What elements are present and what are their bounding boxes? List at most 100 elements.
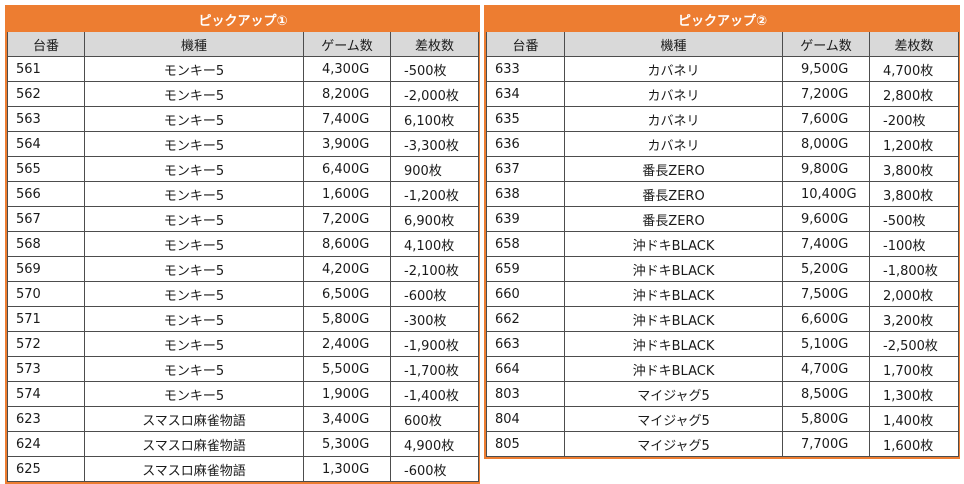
cell-model: 沖ドキBLACK	[564, 356, 783, 382]
table-title: ピックアップ①	[6, 7, 480, 32]
column-header-games: ゲーム数	[782, 31, 870, 57]
table-row: 562 モンキー5 8,200G -2,000枚	[7, 81, 480, 107]
cell-model: モンキー5	[84, 106, 304, 132]
cell-diff: 3,200枚	[868, 306, 960, 332]
cell-model: カバネリ	[564, 106, 783, 132]
table-row: 624 スマスロ麻雀物語 5,300G 4,900枚	[7, 431, 480, 457]
cell-diff: 4,100枚	[389, 231, 480, 257]
table-row: 633 カバネリ 9,500G 4,700枚	[486, 56, 960, 82]
cell-diff: -2,100枚	[389, 256, 480, 282]
cell-diff: -1,400枚	[389, 381, 480, 407]
cell-games: 3,400G	[303, 406, 391, 432]
cell-games: 5,100G	[782, 331, 870, 357]
table-row: 804 マイジャグ5 5,800G 1,400枚	[486, 406, 960, 432]
cell-games: 10,400G	[782, 181, 870, 207]
cell-machine-number: 638	[486, 181, 565, 207]
cell-games: 1,300G	[303, 456, 391, 482]
table-row: 572 モンキー5 2,400G -1,900枚	[7, 331, 480, 357]
cell-model: カバネリ	[564, 56, 783, 82]
table-row: 659 沖ドキBLACK 5,200G -1,800枚	[486, 256, 960, 282]
cell-diff: 1,200枚	[868, 131, 960, 157]
cell-machine-number: 623	[7, 406, 85, 432]
cell-games: 7,200G	[782, 81, 870, 107]
cell-games: 5,800G	[303, 306, 391, 332]
cell-model: スマスロ麻雀物語	[84, 431, 304, 457]
cell-games: 9,800G	[782, 156, 870, 182]
cell-machine-number: 660	[486, 281, 565, 307]
cell-machine-number: 574	[7, 381, 85, 407]
table-row: 634 カバネリ 7,200G 2,800枚	[486, 81, 960, 107]
cell-machine-number: 803	[486, 381, 565, 407]
table-row: 568 モンキー5 8,600G 4,100枚	[7, 231, 480, 257]
cell-machine-number: 664	[486, 356, 565, 382]
table-row: 565 モンキー5 6,400G 900枚	[7, 156, 480, 182]
cell-machine-number: 639	[486, 206, 565, 232]
table-row: 637 番長ZERO 9,800G 3,800枚	[486, 156, 960, 182]
cell-model: マイジャグ5	[564, 431, 783, 457]
cell-machine-number: 805	[486, 431, 565, 457]
cell-machine-number: 637	[486, 156, 565, 182]
cell-model: 沖ドキBLACK	[564, 281, 783, 307]
cell-model: モンキー5	[84, 306, 304, 332]
cell-games: 6,500G	[303, 281, 391, 307]
cell-model: スマスロ麻雀物語	[84, 406, 304, 432]
cell-diff: -1,200枚	[389, 181, 480, 207]
table-row: 623 スマスロ麻雀物語 3,400G 600枚	[7, 406, 480, 432]
cell-games: 2,400G	[303, 331, 391, 357]
cell-diff: 6,900枚	[389, 206, 480, 232]
cell-games: 9,500G	[782, 56, 870, 82]
table-row: 564 モンキー5 3,900G -3,300枚	[7, 131, 480, 157]
cell-games: 5,500G	[303, 356, 391, 382]
table-row: 664 沖ドキBLACK 4,700G 1,700枚	[486, 356, 960, 382]
cell-diff: -1,700枚	[389, 356, 480, 382]
cell-diff: -600枚	[389, 456, 480, 482]
cell-model: 沖ドキBLACK	[564, 231, 783, 257]
cell-games: 7,400G	[782, 231, 870, 257]
cell-machine-number: 634	[486, 81, 565, 107]
cell-games: 3,900G	[303, 131, 391, 157]
cell-model: カバネリ	[564, 131, 783, 157]
cell-machine-number: 572	[7, 331, 85, 357]
cell-games: 5,200G	[782, 256, 870, 282]
cell-diff: -500枚	[868, 206, 960, 232]
cell-diff: 1,400枚	[868, 406, 960, 432]
table-row: 569 モンキー5 4,200G -2,100枚	[7, 256, 480, 282]
table-row: 803 マイジャグ5 8,500G 1,300枚	[486, 381, 960, 407]
cell-games: 8,600G	[303, 231, 391, 257]
cell-diff: -1,800枚	[868, 256, 960, 282]
cell-machine-number: 570	[7, 281, 85, 307]
cell-model: モンキー5	[84, 356, 304, 382]
cell-games: 5,300G	[303, 431, 391, 457]
cell-model: 番長ZERO	[564, 156, 783, 182]
pickup-table-grid: ピックアップ② 台番 機種 ゲーム数 差枚数 633 カバネリ 9,500G 4,70…	[485, 7, 960, 457]
cell-machine-number: 624	[7, 431, 85, 457]
cell-games: 7,500G	[782, 281, 870, 307]
cell-machine-number: 633	[486, 56, 565, 82]
cell-games: 7,700G	[782, 431, 870, 457]
cell-diff: 2,800枚	[868, 81, 960, 107]
table-row: 662 沖ドキBLACK 6,600G 3,200枚	[486, 306, 960, 332]
cell-games: 8,200G	[303, 81, 391, 107]
cell-diff: 1,600枚	[868, 431, 960, 457]
cell-diff: -100枚	[868, 231, 960, 257]
cell-diff: -2,000枚	[389, 81, 480, 107]
cell-model: モンキー5	[84, 381, 304, 407]
cell-diff: -1,900枚	[389, 331, 480, 357]
column-header-model: 機種	[564, 31, 783, 57]
cell-machine-number: 659	[486, 256, 565, 282]
cell-diff: 900枚	[389, 156, 480, 182]
cell-diff: 4,900枚	[389, 431, 480, 457]
cell-model: モンキー5	[84, 256, 304, 282]
table-row: 573 モンキー5 5,500G -1,700枚	[7, 356, 480, 382]
cell-machine-number: 636	[486, 131, 565, 157]
pickup-table-2: ピックアップ② 台番 機種 ゲーム数 差枚数 633 カバネリ 9,500G 4,70…	[484, 5, 960, 459]
cell-machine-number: 663	[486, 331, 565, 357]
cell-diff: -2,500枚	[868, 331, 960, 357]
cell-games: 5,800G	[782, 406, 870, 432]
table-row: 636 カバネリ 8,000G 1,200枚	[486, 131, 960, 157]
column-header-diff: 差枚数	[389, 31, 480, 57]
cell-diff: -600枚	[389, 281, 480, 307]
cell-games: 7,600G	[782, 106, 870, 132]
cell-model: マイジャグ5	[564, 381, 783, 407]
cell-machine-number: 561	[7, 56, 85, 82]
